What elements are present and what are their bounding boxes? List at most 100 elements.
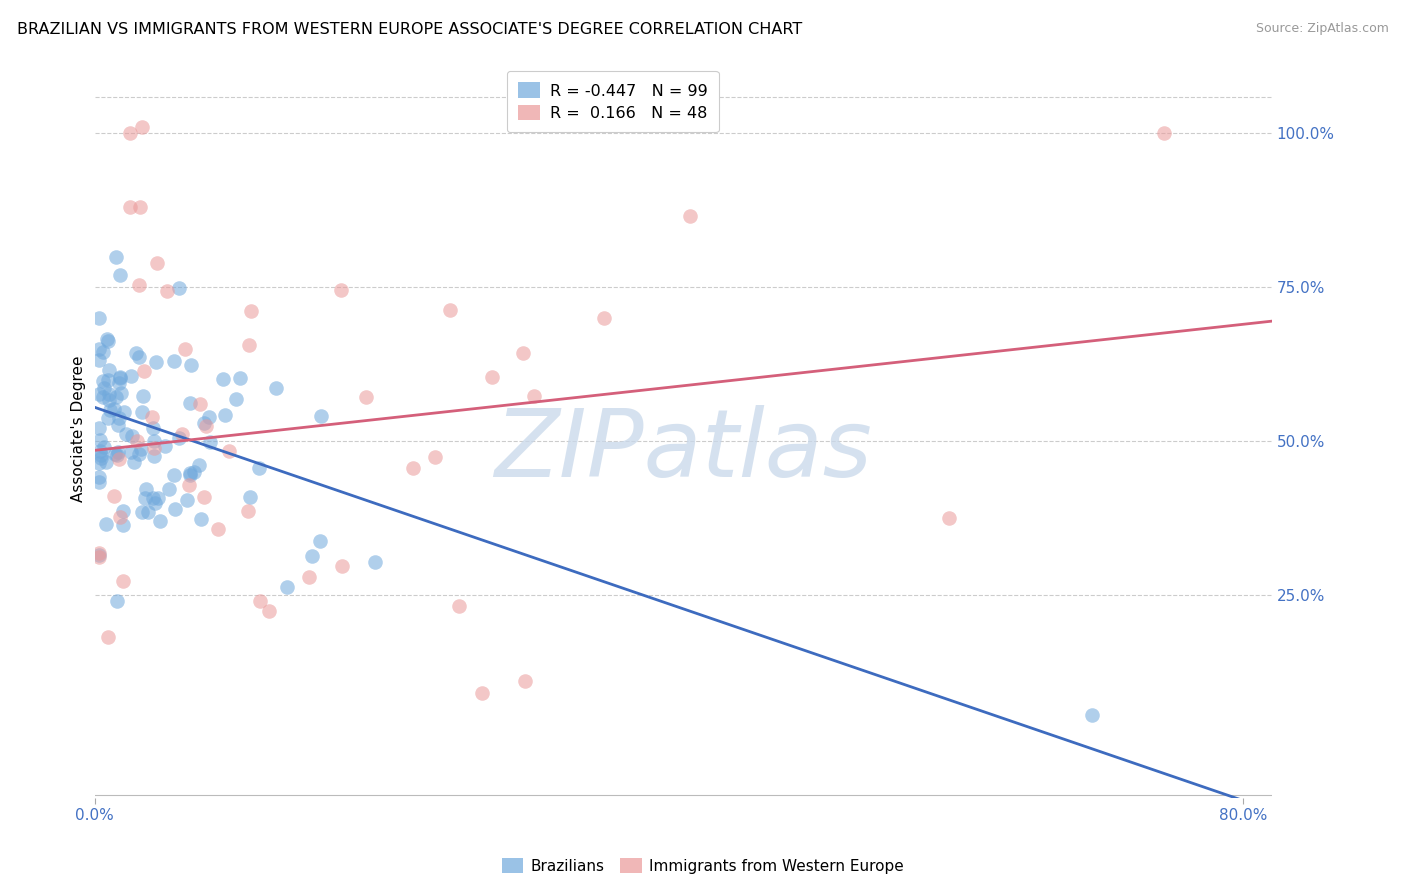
Point xyxy=(96,332,118,346)
Point xyxy=(98,402,121,417)
Point xyxy=(481,370,503,384)
Point xyxy=(94,516,117,531)
Point xyxy=(97,373,120,387)
Point xyxy=(141,409,163,424)
Point xyxy=(112,404,135,418)
Point xyxy=(89,444,111,458)
Point xyxy=(142,421,165,435)
Point xyxy=(142,491,165,505)
Point xyxy=(91,344,114,359)
Point xyxy=(214,408,236,422)
Point xyxy=(87,549,110,564)
Point xyxy=(97,393,120,408)
Point xyxy=(97,410,120,425)
Point xyxy=(190,512,212,526)
Point xyxy=(225,392,247,406)
Point xyxy=(104,447,127,461)
Point xyxy=(108,509,131,524)
Point xyxy=(193,416,215,430)
Point xyxy=(179,396,201,410)
Point xyxy=(363,555,385,569)
Point xyxy=(120,445,142,459)
Point xyxy=(94,455,117,469)
Point xyxy=(229,371,252,385)
Point xyxy=(136,505,159,519)
Point xyxy=(142,434,165,448)
Point xyxy=(257,604,280,618)
Point xyxy=(143,441,166,455)
Point xyxy=(87,456,110,470)
Point xyxy=(515,674,537,689)
Point xyxy=(87,310,110,325)
Point xyxy=(105,593,128,607)
Point xyxy=(193,490,215,504)
Point xyxy=(938,511,960,525)
Point xyxy=(125,345,148,359)
Point xyxy=(276,580,298,594)
Point xyxy=(111,574,134,589)
Point xyxy=(107,410,129,425)
Point xyxy=(103,402,125,417)
Point xyxy=(309,534,332,549)
Point xyxy=(91,374,114,388)
Point xyxy=(146,255,169,269)
Point xyxy=(87,469,110,483)
Point xyxy=(173,342,195,356)
Point xyxy=(198,434,221,449)
Point xyxy=(96,334,118,349)
Point xyxy=(131,505,153,519)
Point xyxy=(93,440,115,454)
Point xyxy=(93,381,115,395)
Point xyxy=(177,478,200,492)
Legend: R = -0.447   N = 99, R =  0.166   N = 48: R = -0.447 N = 99, R = 0.166 N = 48 xyxy=(506,71,718,132)
Point xyxy=(107,444,129,458)
Point xyxy=(165,502,187,516)
Point xyxy=(523,389,546,403)
Point xyxy=(120,127,142,141)
Point xyxy=(122,455,145,469)
Point xyxy=(128,350,150,364)
Point xyxy=(131,389,153,403)
Point xyxy=(439,302,461,317)
Point xyxy=(129,442,152,456)
Point xyxy=(128,201,150,215)
Point xyxy=(176,492,198,507)
Point xyxy=(87,546,110,560)
Point xyxy=(249,593,271,607)
Point xyxy=(167,431,190,445)
Point xyxy=(112,518,135,533)
Point xyxy=(179,468,201,483)
Point xyxy=(105,448,128,462)
Point xyxy=(212,372,235,386)
Point xyxy=(167,280,190,294)
Point xyxy=(134,491,156,505)
Point xyxy=(128,277,150,292)
Point xyxy=(247,460,270,475)
Point xyxy=(128,447,150,461)
Point xyxy=(163,354,186,368)
Point xyxy=(471,686,494,700)
Point xyxy=(91,390,114,404)
Point xyxy=(131,120,153,135)
Point xyxy=(153,439,176,453)
Point xyxy=(115,426,138,441)
Point xyxy=(172,427,194,442)
Point xyxy=(104,390,127,404)
Legend: Brazilians, Immigrants from Western Europe: Brazilians, Immigrants from Western Euro… xyxy=(496,852,910,880)
Point xyxy=(423,450,446,464)
Point xyxy=(402,461,425,475)
Point xyxy=(127,434,149,449)
Point xyxy=(107,418,129,433)
Point xyxy=(188,458,211,473)
Point xyxy=(107,376,129,391)
Point xyxy=(1153,127,1175,141)
Point xyxy=(110,386,132,401)
Point xyxy=(512,346,534,360)
Point xyxy=(107,452,129,467)
Point xyxy=(121,428,143,442)
Point xyxy=(301,549,323,563)
Point xyxy=(146,491,169,506)
Text: BRAZILIAN VS IMMIGRANTS FROM WESTERN EUROPE ASSOCIATE'S DEGREE CORRELATION CHART: BRAZILIAN VS IMMIGRANTS FROM WESTERN EUR… xyxy=(17,22,801,37)
Point xyxy=(105,250,128,264)
Point xyxy=(1081,708,1104,723)
